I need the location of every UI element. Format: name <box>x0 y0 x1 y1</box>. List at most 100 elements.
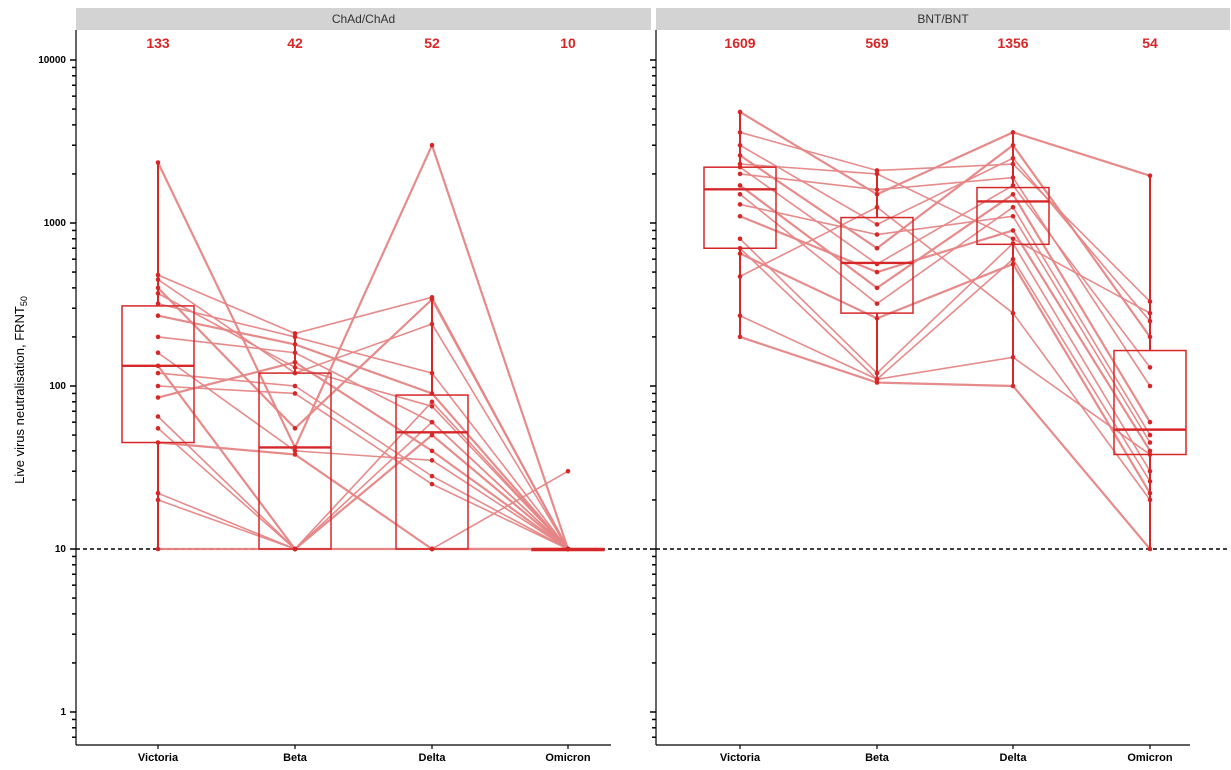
data-points <box>737 109 1153 552</box>
data-point <box>874 370 880 376</box>
subject-line <box>157 441 568 551</box>
data-point <box>429 391 435 396</box>
box-iqr <box>840 216 914 314</box>
subject-line <box>157 287 569 550</box>
data-point <box>155 291 161 296</box>
data-point <box>1147 310 1153 316</box>
data-point <box>1147 468 1153 474</box>
geometric-mean-label: 10 <box>560 35 576 51</box>
box-iqr <box>395 394 469 550</box>
x-tick-label: Beta <box>283 752 308 764</box>
data-point <box>1147 383 1153 389</box>
data-point <box>429 481 435 487</box>
data-point <box>737 183 743 188</box>
data-point <box>874 301 880 306</box>
data-point <box>737 153 743 158</box>
data-point <box>155 370 161 376</box>
y-axis-label: Live virus neutralisation, FRNT50 <box>12 296 29 484</box>
data-point <box>1147 318 1153 324</box>
data-point <box>737 164 743 170</box>
panel-chad-chad: ChAd/ChAd 1 10 100 1000 10000 133 42 52 10 Victori… <box>38 8 651 764</box>
subject-line <box>739 163 1151 314</box>
data-point <box>1010 161 1016 167</box>
subject-lines <box>739 111 1151 550</box>
data-point <box>155 272 161 278</box>
data-point <box>737 213 743 219</box>
data-point <box>874 376 880 382</box>
data-point <box>292 365 298 370</box>
subject-line <box>157 314 569 550</box>
subject-line <box>739 252 1151 494</box>
y-tick-label: 100 <box>49 381 66 392</box>
subject-line <box>739 247 1151 482</box>
y-ticks <box>650 59 656 738</box>
data-point <box>155 497 161 503</box>
data-point <box>1010 354 1016 360</box>
data-point <box>155 334 161 340</box>
data-point <box>737 313 743 318</box>
data-point <box>874 380 880 385</box>
data-point <box>874 269 880 275</box>
data-point <box>1010 213 1016 219</box>
data-point <box>429 321 435 327</box>
data-point <box>292 546 298 552</box>
data-point <box>874 191 880 197</box>
subject-line <box>739 314 1151 456</box>
geometric-mean-label: 1356 <box>997 35 1028 51</box>
x-tick-label: Beta <box>865 752 890 764</box>
data-point <box>1010 191 1016 197</box>
data-point <box>1010 383 1016 389</box>
subject-line <box>157 292 569 550</box>
data-point <box>1147 299 1153 304</box>
data-point <box>155 426 161 431</box>
data-point <box>737 171 743 177</box>
data-point <box>737 251 743 256</box>
subject-line <box>739 335 1151 550</box>
panels: ChAd/ChAd 1 10 100 1000 10000 133 42 52 10 Victori… <box>38 8 1230 764</box>
subject-line <box>739 131 1151 303</box>
data-point <box>155 277 161 282</box>
data-point <box>737 236 743 242</box>
data-point <box>565 468 571 474</box>
y-axis-label-subscript: 50 <box>19 296 29 306</box>
data-point <box>155 160 161 165</box>
data-point <box>292 334 298 340</box>
x-tick-label: Victoria <box>720 752 761 764</box>
box-iqr <box>703 166 777 249</box>
data-point <box>1010 256 1016 262</box>
data-point <box>1147 334 1153 340</box>
data-point <box>874 187 880 193</box>
data-point <box>1147 440 1153 445</box>
data-point <box>292 452 298 457</box>
data-point <box>874 232 880 237</box>
x-tick-label: Delta <box>419 752 447 764</box>
data-point <box>1010 175 1016 180</box>
geometric-mean-label: 42 <box>287 35 303 51</box>
data-point <box>155 363 161 369</box>
data-point <box>874 204 880 210</box>
data-point <box>1147 452 1153 457</box>
subject-line <box>157 352 569 550</box>
subject-line <box>157 302 569 550</box>
subject-line <box>157 415 569 551</box>
data-point <box>874 245 880 251</box>
data-point <box>155 440 161 445</box>
data-point <box>1010 183 1016 188</box>
data-point <box>737 161 743 167</box>
y-axis-label-main: Live virus neutralisation, FRNT <box>12 306 27 484</box>
data-point <box>737 109 743 115</box>
data-points <box>155 142 571 552</box>
data-point <box>1010 204 1016 210</box>
subject-line <box>739 144 1151 322</box>
x-tick-label: Victoria <box>138 752 179 764</box>
subject-line <box>157 278 569 550</box>
data-point <box>1010 236 1016 242</box>
data-point <box>1010 261 1016 267</box>
panel-strip <box>656 8 1230 30</box>
data-point <box>1147 365 1153 370</box>
data-point <box>155 414 161 419</box>
data-point <box>292 359 298 365</box>
data-point <box>1010 155 1016 161</box>
geometric-mean-label: 133 <box>146 35 170 51</box>
